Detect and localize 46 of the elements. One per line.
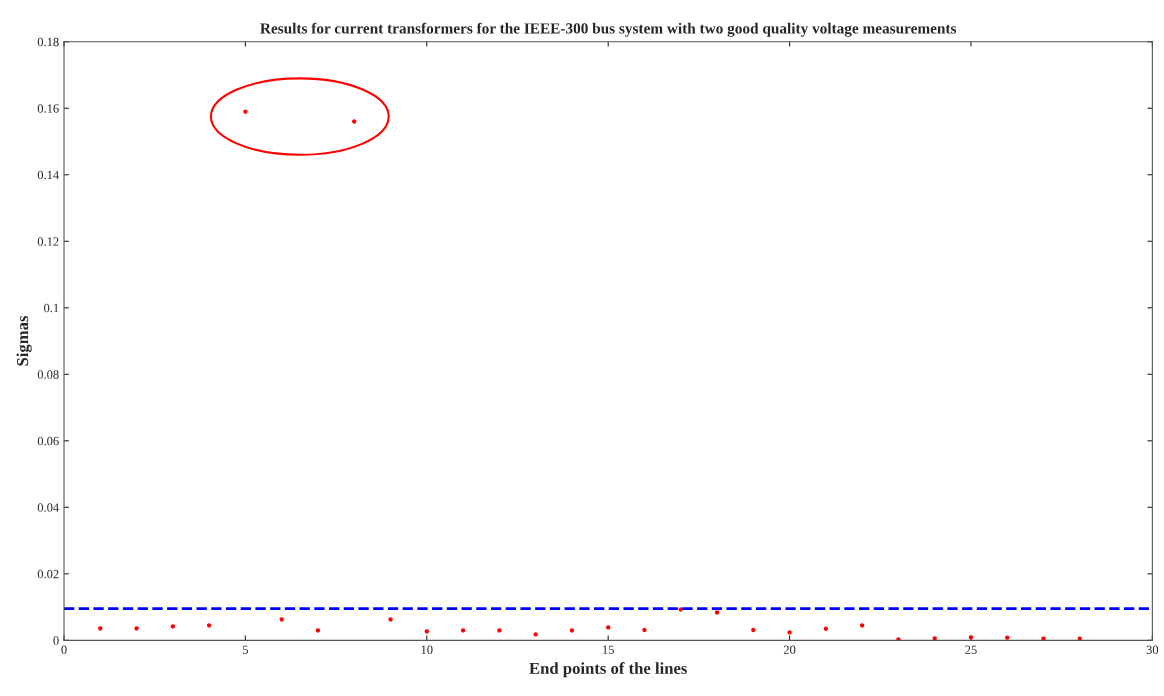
- y-axis-title: Sigmas: [16, 315, 32, 366]
- x-tick-label: 20: [783, 645, 796, 654]
- x-tick-label: 0: [61, 645, 67, 654]
- point: [279, 617, 284, 622]
- point: [642, 627, 647, 633]
- point: [1041, 636, 1046, 641]
- point: [859, 623, 865, 628]
- point: [1005, 635, 1010, 640]
- point: [243, 109, 248, 114]
- point: [1077, 636, 1082, 641]
- point: [787, 630, 792, 635]
- point: [352, 119, 357, 124]
- point: [605, 625, 611, 630]
- y-tick-label: 0.14: [37, 170, 59, 180]
- point: [460, 628, 466, 633]
- point: [388, 617, 393, 622]
- x-tick-label: 15: [603, 645, 614, 654]
- point: [932, 636, 937, 641]
- y-tick-label: 0.12: [37, 237, 59, 246]
- x-tick-label: 30: [1146, 645, 1159, 654]
- y-tick-label: 0.04: [37, 503, 59, 512]
- point: [533, 632, 538, 637]
- chart-title: Results for current transformers for the IEEE-300 bus system with two good quality voltage measurements: [260, 22, 957, 37]
- x-tick-label: 10: [421, 645, 433, 654]
- y-tick-label: 0.18: [37, 37, 59, 47]
- point: [896, 637, 901, 641]
- y-tick-label: 0.16: [37, 104, 59, 113]
- point: [497, 628, 502, 633]
- x-tick-label: 25: [965, 645, 977, 654]
- y-tick-label: 0.02: [37, 569, 59, 579]
- point: [315, 628, 321, 633]
- point: [823, 626, 829, 631]
- point: [751, 627, 756, 633]
- point: [424, 629, 429, 634]
- point: [714, 610, 720, 615]
- y-tick-label: 0.06: [37, 436, 59, 446]
- x-axis-title: End points of the lines: [529, 662, 687, 678]
- y-tick-label: 0.1: [44, 303, 59, 313]
- y-tick-label: 0: [53, 636, 59, 645]
- point: [98, 626, 103, 631]
- point: [170, 624, 176, 629]
- point: [134, 626, 139, 631]
- y-tick-label: 0.08: [37, 370, 59, 379]
- point: [569, 628, 575, 633]
- point: [206, 623, 212, 628]
- x-tick-label: 5: [243, 645, 249, 654]
